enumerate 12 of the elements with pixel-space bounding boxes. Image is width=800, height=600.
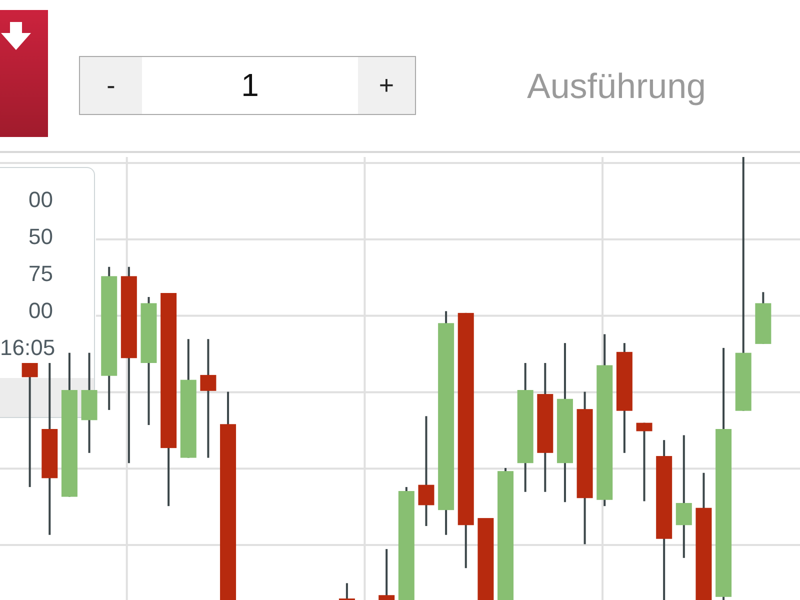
annotation: 75 [28,261,53,286]
candlestick [338,583,355,600]
candlestick [378,549,395,600]
annotation: 00 [28,187,53,212]
increment-button: + [358,57,415,114]
annotation: 16:05 [0,335,56,360]
candlestick [478,518,494,600]
decrement-button: - [80,57,142,114]
number-stepper: - 1 + [79,56,416,115]
annotation: 50 [28,224,53,249]
annotation: 00 [28,298,53,323]
text: Ausführung [527,67,706,106]
